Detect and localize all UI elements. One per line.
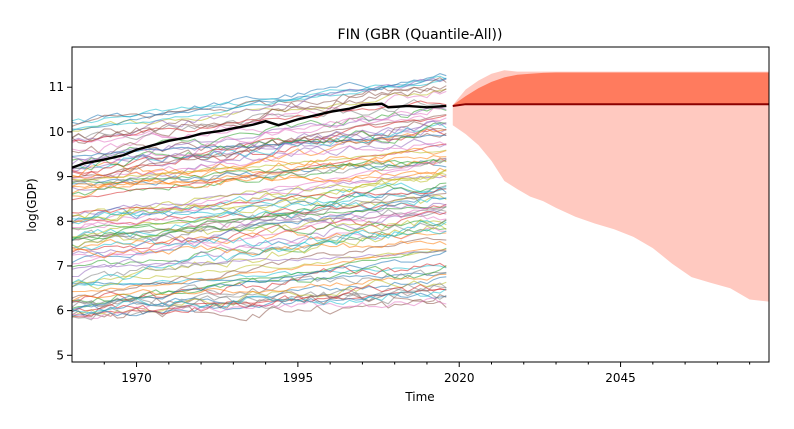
background-series-line [72,288,447,314]
y-tick-label: 8 [56,214,64,228]
series-layer [72,70,769,322]
plot-frame [71,46,770,363]
background-series-line [72,168,447,219]
background-series-line [72,159,447,185]
background-series-line [72,276,447,313]
background-series-line [72,76,447,144]
x-axis: 1970 1995 2020 2045 [103,362,751,385]
background-series-line [72,297,447,319]
background-series-line [72,250,447,311]
background-series-line [72,202,447,255]
background-series-line [72,149,447,181]
background-series-line [72,182,447,225]
x-tick-label: 1995 [283,371,314,385]
x-tick-label: 2045 [605,371,636,385]
background-series-line [72,121,447,183]
y-axis-label: log(GDP) [25,178,39,231]
y-tick-label: 10 [49,125,64,139]
background-series-line [72,99,447,141]
background-series-line [72,220,447,287]
background-series-line [72,250,447,270]
background-series-line [72,209,447,278]
background-series-line [72,158,447,229]
forecast-inner-band [452,72,769,106]
background-series-line [72,249,447,284]
y-axis: 5 6 7 8 9 10 11 [49,80,72,362]
background-series-line [72,147,447,180]
background-series-line [72,87,447,142]
background-series-line [72,143,447,201]
background-series-line [72,78,447,132]
highlight-series-line [72,102,447,169]
y-tick-label: 11 [49,80,64,94]
background-series-line [72,196,447,241]
background-series-line [72,155,447,194]
background-series-line [72,138,447,173]
chart-title: FIN (GBR (Quantile-All)) [338,27,503,43]
x-tick-label: 2020 [444,371,475,385]
background-series-line [72,224,447,290]
background-series-line [72,192,447,241]
x-axis-label: Time [404,390,434,404]
background-series-line [72,273,447,302]
background-series-line [72,100,447,143]
background-series-line [72,219,447,241]
background-series-line [72,122,447,170]
background-series-line [72,158,447,223]
forecast-median-line [452,103,769,107]
background-series-line [72,188,447,214]
background-series-line [72,169,447,223]
background-series-line [72,122,447,171]
y-tick-label: 6 [56,304,64,318]
background-series-line [72,186,447,223]
forecast-outer-band [452,70,769,302]
x-tick-label: 1970 [121,371,152,385]
background-series-line [72,227,447,251]
background-series-line [72,88,447,132]
y-tick-label: 9 [56,170,64,184]
background-series-line [72,217,447,248]
background-series-line [72,77,447,130]
y-tick-label: 7 [56,259,64,273]
background-series-line [72,288,447,309]
background-series-line [72,292,447,317]
background-series-line [72,114,447,174]
background-series-line [72,85,447,127]
background-series-line [72,120,447,170]
y-tick-label: 5 [56,348,64,362]
background-series-line [72,283,447,315]
background-series-line [72,205,447,265]
